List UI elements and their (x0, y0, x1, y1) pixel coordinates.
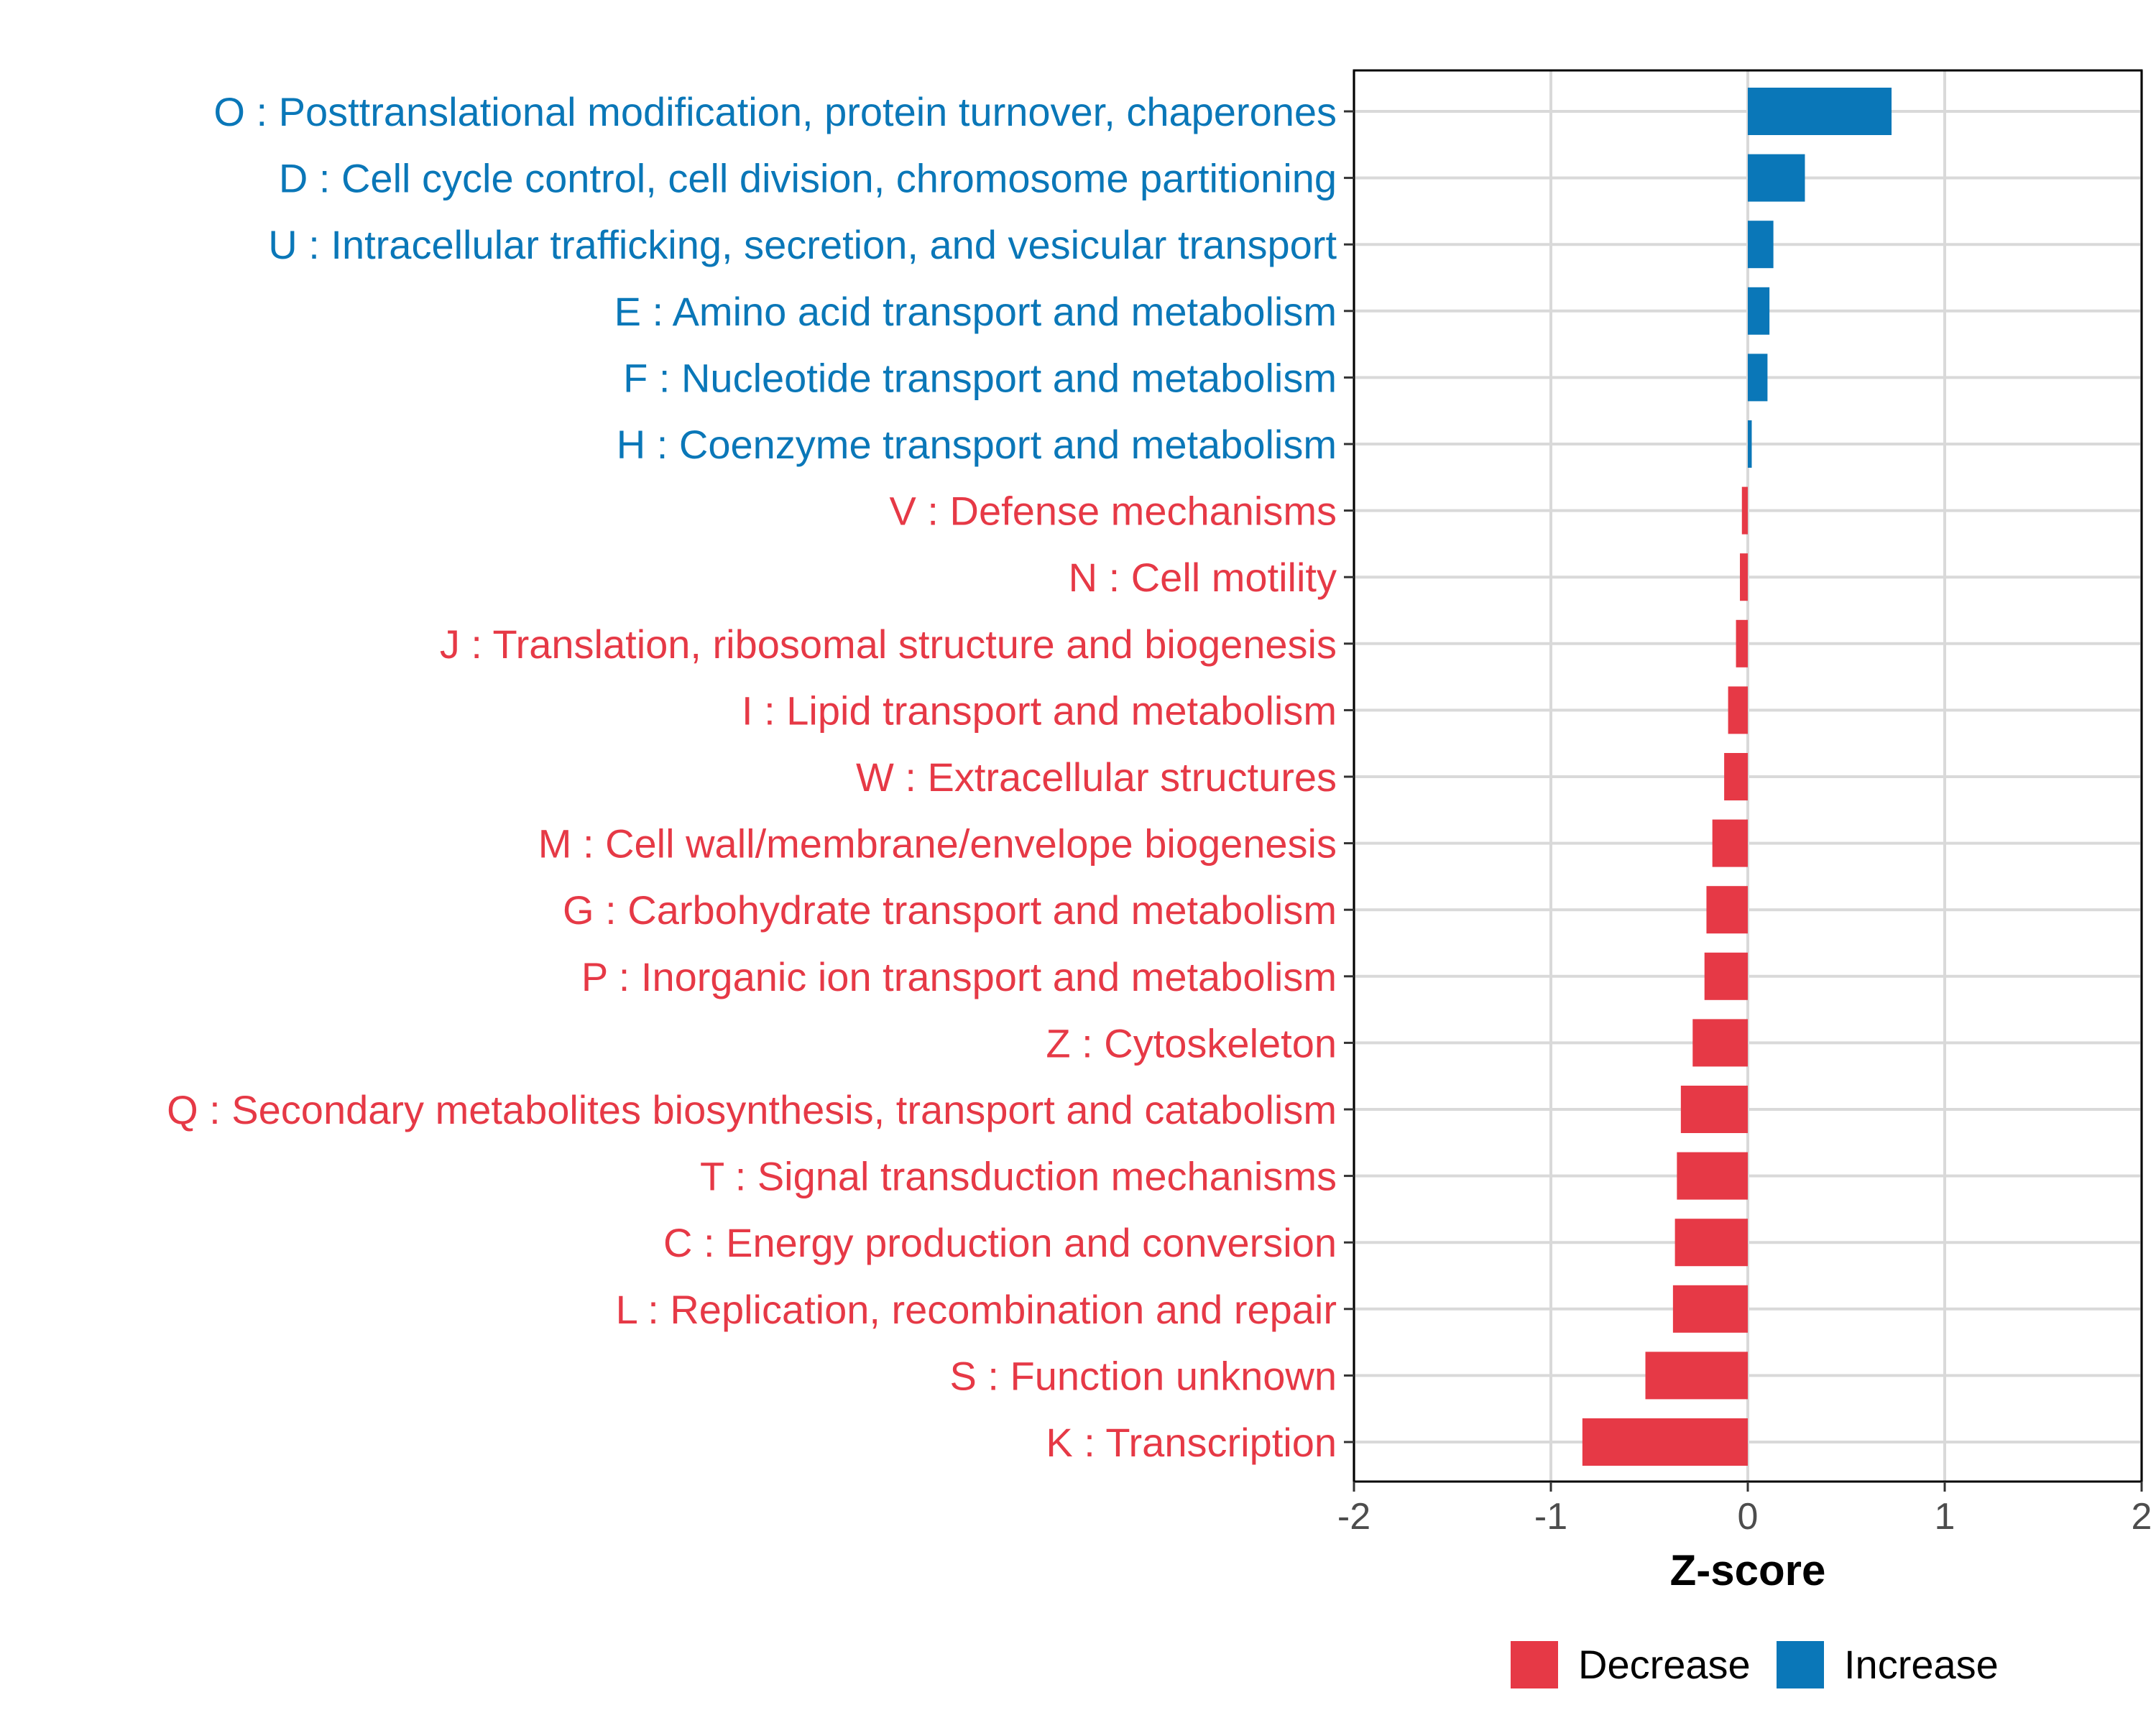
bar (1582, 1418, 1748, 1466)
bars (1582, 88, 1892, 1466)
bar (1674, 1219, 1748, 1267)
category-label: W : Extracellular structures (856, 754, 1337, 800)
x-tick-label: 0 (1738, 1496, 1759, 1538)
category-label: H : Coenzyme transport and metabolism (617, 422, 1337, 467)
x-tick-label: 1 (1935, 1496, 1955, 1538)
bar (1748, 420, 1752, 468)
category-label: F : Nucleotide transport and metabolism (623, 355, 1337, 400)
x-tick-label: -2 (1337, 1496, 1370, 1538)
bar (1645, 1352, 1748, 1400)
legend-key-increase (1777, 1641, 1824, 1688)
category-label: M : Cell wall/membrane/envelope biogenes… (538, 821, 1337, 867)
category-label: Q : Secondary metabolites biosynthesis, … (167, 1087, 1337, 1132)
bar (1677, 1152, 1748, 1200)
category-label: S : Function unknown (949, 1353, 1337, 1398)
bar (1704, 952, 1748, 1000)
category-label: V : Defense mechanisms (890, 489, 1337, 534)
bar (1748, 287, 1770, 335)
category-label: I : Lipid transport and metabolism (742, 688, 1337, 733)
y-axis-ticks (1344, 110, 1354, 1443)
bar (1748, 354, 1768, 402)
bar (1736, 619, 1748, 667)
bar (1706, 886, 1748, 934)
category-label: P : Inorganic ion transport and metaboli… (581, 954, 1337, 999)
category-label: N : Cell motility (1069, 555, 1337, 600)
category-label: O : Posttranslational modification, prot… (213, 89, 1337, 134)
category-label: L : Replication, recombination and repai… (616, 1287, 1337, 1332)
bar (1748, 154, 1805, 202)
x-tick-label: -1 (1534, 1496, 1567, 1538)
x-axis-title: Z-score (1670, 1546, 1826, 1594)
legend: Decrease Increase (1511, 1641, 1999, 1688)
x-axis-tick-labels: -2 -1 0 1 2 (1337, 1496, 2152, 1538)
bar (1680, 1086, 1748, 1133)
x-axis-ticks (1353, 1482, 2143, 1492)
category-label: J : Translation, ribosomal structure and… (440, 622, 1337, 667)
category-label: T : Signal transduction mechanisms (700, 1154, 1337, 1199)
legend-label-increase: Increase (1844, 1642, 1999, 1687)
bar (1724, 753, 1748, 800)
bar (1712, 819, 1748, 867)
category-label: G : Carbohydrate transport and metabolis… (563, 887, 1337, 933)
category-label: C : Energy production and conversion (663, 1220, 1337, 1265)
y-axis-labels: O : Posttranslational modification, prot… (167, 89, 1337, 1465)
legend-label-decrease: Decrease (1578, 1642, 1751, 1687)
bar (1728, 686, 1748, 734)
bar (1692, 1019, 1748, 1067)
category-label: Z : Cytoskeleton (1046, 1020, 1337, 1066)
bar (1740, 553, 1748, 601)
x-tick-label: 2 (2132, 1496, 2152, 1538)
category-label: K : Transcription (1046, 1420, 1337, 1465)
bar (1748, 221, 1774, 269)
category-label: E : Amino acid transport and metabolism (614, 289, 1337, 334)
bar (1741, 486, 1748, 535)
category-label: D : Cell cycle control, cell division, c… (279, 156, 1337, 201)
category-label: U : Intracellular trafficking, secretion… (268, 222, 1337, 267)
bar (1748, 88, 1892, 135)
legend-key-decrease (1511, 1641, 1558, 1688)
bar (1672, 1285, 1748, 1333)
